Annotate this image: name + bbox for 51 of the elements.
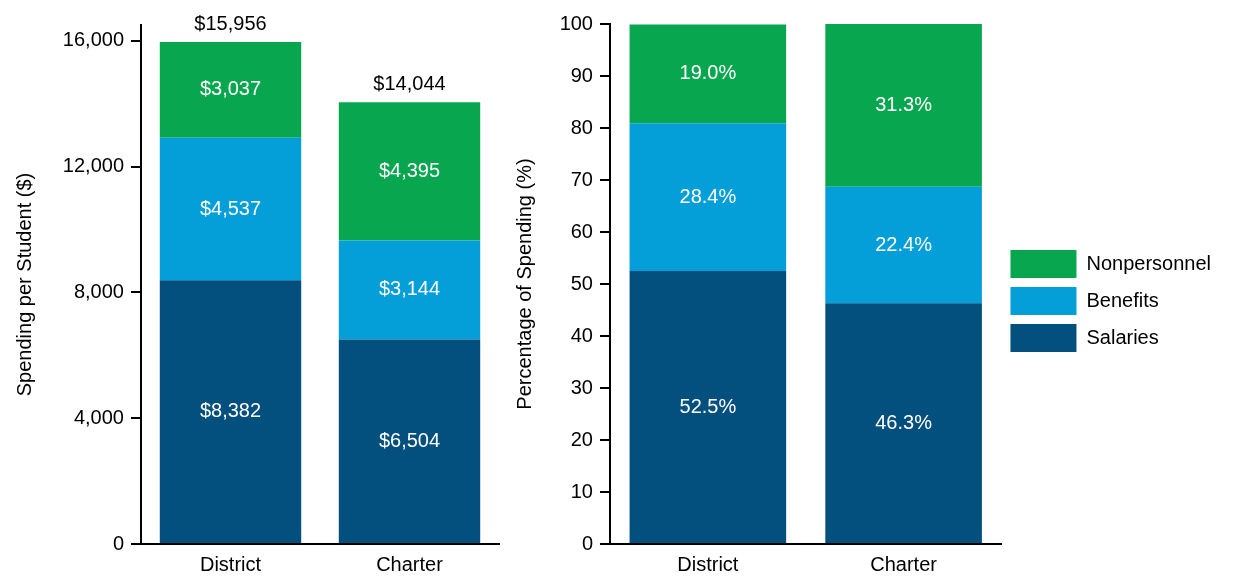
bar [338,339,481,543]
legend-label: Benefits [1086,288,1159,311]
bar [629,271,787,543]
bar [338,102,481,241]
bar [159,137,302,281]
y-tick-label: 70 [570,167,593,190]
bar [629,24,787,124]
data-label: 31.3% [875,92,933,115]
x-tick-label: Charter [376,552,444,575]
data-label: $4,537 [199,196,262,219]
y-tick-label: 4,000 [73,405,124,428]
legend-label: Salaries [1086,325,1159,348]
y-tick-label: 100 [559,11,593,34]
data-label: $8,382 [199,399,262,422]
bar [629,123,787,271]
bar [159,280,302,543]
y-tick-label: 90 [570,63,593,86]
data-label: 52.5% [679,394,737,417]
y-axis-title: Spending per Student ($) [12,172,35,397]
bar [159,42,302,138]
y-tick-label: 16,000 [62,28,124,51]
data-label: 46.3% [875,410,933,433]
legend-label: Nonpersonnel [1086,251,1211,274]
data-label: 19.0% [679,61,737,84]
y-tick-label: 0 [112,531,124,554]
data-label: $6,504 [378,428,441,451]
y-tick-label: 12,000 [62,154,124,177]
data-label: $3,037 [199,77,262,100]
y-tick-label: 10 [570,479,593,502]
y-tick-label: 40 [570,323,593,346]
data-label: $3,144 [378,277,441,300]
y-axis-title: Percentage of Spending (%) [512,158,535,410]
y-tick-label: 80 [570,115,593,138]
data-label: 22.4% [875,232,933,255]
x-tick-label: District [677,552,739,575]
bar [825,24,982,187]
total-label: $15,956 [194,11,267,34]
total-label: $14,044 [373,71,446,94]
y-tick-label: 20 [570,427,593,450]
y-tick-label: 30 [570,375,593,398]
y-tick-label: 60 [570,219,593,242]
x-tick-label: Charter [870,552,938,575]
bar [825,303,982,543]
bar [825,186,982,304]
y-tick-label: 50 [570,271,593,294]
y-tick-label: 8,000 [73,279,124,302]
x-tick-label: District [199,552,262,575]
data-label: 28.4% [679,184,737,207]
data-label: $4,395 [378,158,441,181]
bar [338,240,481,340]
y-tick-label: 0 [581,531,593,554]
